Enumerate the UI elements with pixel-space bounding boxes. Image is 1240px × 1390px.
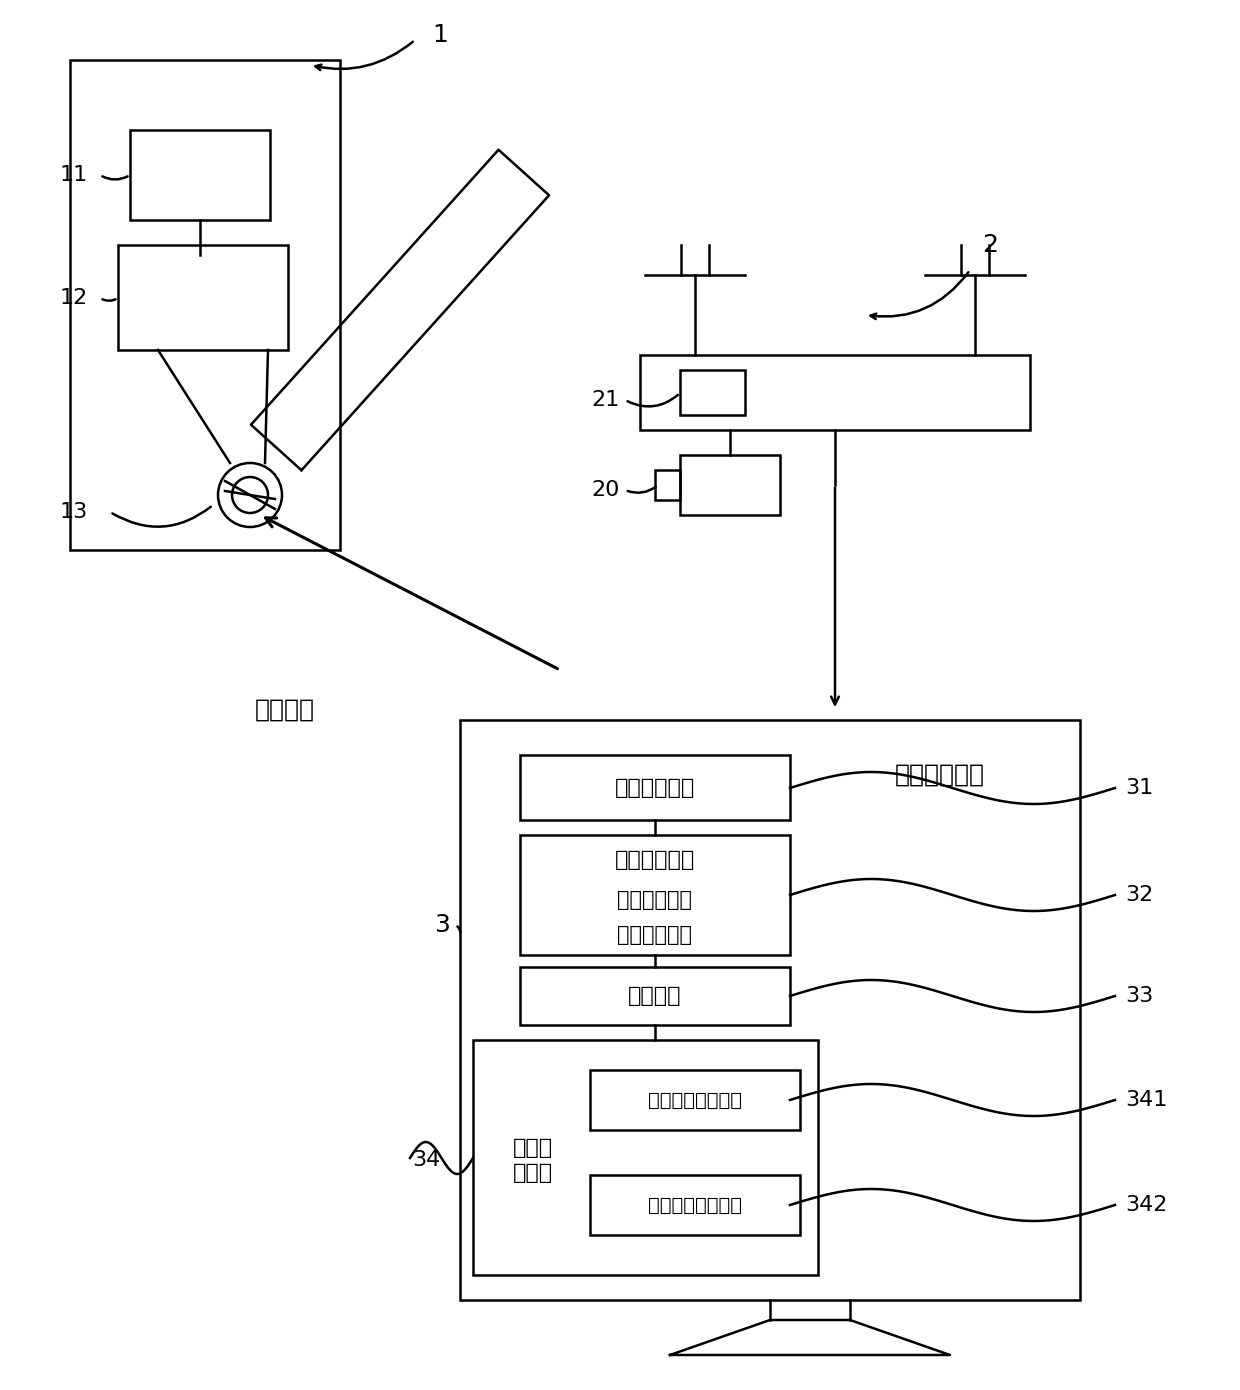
Text: 3: 3 [434, 913, 450, 937]
Bar [472, 1040, 818, 1275]
Text: 测量模块: 测量模块 [629, 986, 682, 1006]
Text: 32: 32 [1125, 885, 1153, 905]
Bar [590, 1070, 800, 1130]
Bar [520, 755, 790, 820]
Text: 34: 34 [412, 1150, 440, 1170]
Bar [69, 60, 340, 550]
Bar [460, 720, 1080, 1300]
Bar [520, 835, 790, 955]
Bar [520, 967, 790, 1024]
Text: 13: 13 [60, 502, 88, 523]
Text: 342: 342 [1125, 1195, 1167, 1215]
Text: 2: 2 [982, 234, 998, 257]
Text: 图像接收端口: 图像接收端口 [615, 778, 696, 798]
Bar [590, 1175, 800, 1234]
Text: 33: 33 [1125, 986, 1153, 1006]
Text: 训练后的实例: 训练后的实例 [618, 890, 692, 910]
Text: 21: 21 [591, 391, 620, 410]
Text: 调整信: 调整信 [513, 1138, 553, 1158]
Bar [655, 470, 680, 500]
Text: 掩膜网络模块: 掩膜网络模块 [615, 851, 696, 870]
Bar [118, 245, 288, 350]
Text: 12: 12 [60, 288, 88, 309]
Text: 调整信号发送模块: 调整信号发送模块 [649, 1091, 742, 1109]
Bar [640, 354, 1030, 430]
Text: 11: 11 [60, 165, 88, 185]
Bar [680, 370, 745, 416]
Text: 号模块: 号模块 [513, 1163, 553, 1183]
Text: 341: 341 [1125, 1090, 1167, 1111]
Bar [130, 131, 270, 220]
Text: 20: 20 [591, 480, 620, 500]
Text: 天线实时图像: 天线实时图像 [895, 763, 985, 787]
Text: 调整信号计算模块: 调整信号计算模块 [649, 1195, 742, 1215]
Text: 1: 1 [432, 24, 448, 47]
Text: 调整信号: 调整信号 [255, 698, 315, 721]
Text: 分割网络模型: 分割网络模型 [618, 924, 692, 945]
Bar [680, 455, 780, 516]
Text: 31: 31 [1125, 778, 1153, 798]
